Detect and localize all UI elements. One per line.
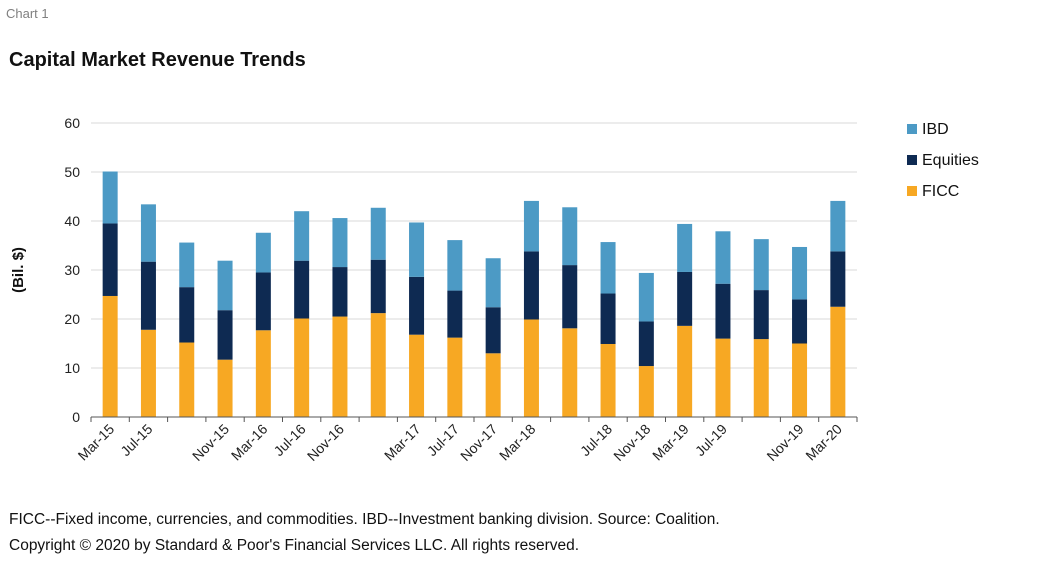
y-tick-label: 50 [64, 164, 80, 180]
bar-ficc [409, 334, 425, 417]
bar-equities [638, 321, 654, 367]
bar-ficc [792, 343, 808, 417]
bar-ibd [830, 200, 846, 252]
legend-label-ibd: IBD [922, 121, 949, 138]
bar-ficc [638, 366, 654, 417]
x-tick-label: Nov-15 [189, 421, 232, 464]
bar-ibd [140, 204, 156, 262]
bar-ficc [102, 295, 118, 417]
bar-ibd [370, 207, 386, 260]
x-tick-label: Nov-18 [610, 421, 653, 464]
bar-ibd [447, 240, 463, 291]
bar-equities [409, 276, 425, 335]
bar-ibd [600, 242, 616, 294]
bar-ficc [562, 328, 578, 417]
x-tick-label: Mar-19 [649, 421, 692, 464]
x-tick-label: Mar-15 [75, 421, 118, 464]
bar-ficc [600, 343, 616, 417]
bar-ficc [753, 339, 769, 417]
bar-equities [447, 290, 463, 338]
bar-ibd [332, 218, 348, 268]
bar-ibd [179, 242, 195, 288]
x-tick-label: Mar-18 [496, 421, 539, 464]
legend-swatch-equities [907, 155, 917, 165]
bar-equities [217, 310, 233, 360]
x-tick-label: Nov-17 [457, 421, 500, 464]
footnote-definitions: FICC--Fixed income, currencies, and comm… [9, 511, 720, 528]
bar-ibd [255, 232, 271, 273]
bar-equities [562, 265, 578, 329]
bar-equities [830, 251, 846, 307]
bar-equities [715, 283, 731, 339]
bar-equities [294, 260, 310, 319]
x-tick-label: Mar-16 [228, 421, 271, 464]
y-tick-label: 40 [64, 213, 80, 229]
bar-ficc [485, 353, 501, 417]
bar-ibd [217, 260, 233, 311]
legend-swatch-ficc [907, 186, 917, 196]
y-tick-label: 0 [72, 409, 80, 425]
bar-ibd [523, 200, 539, 252]
bar-ficc [523, 319, 539, 417]
bars [102, 171, 846, 417]
y-tick-label: 20 [64, 311, 80, 327]
bar-ibd [792, 246, 808, 300]
bar-ficc [294, 318, 310, 417]
x-tick-label: Nov-19 [763, 421, 806, 464]
bar-ficc [140, 329, 156, 417]
bar-ficc [179, 342, 195, 417]
bar-ibd [102, 171, 118, 224]
bar-equities [753, 290, 769, 340]
bar-equities [255, 272, 271, 331]
x-tick-label: Nov-16 [304, 421, 347, 464]
bar-ficc [332, 316, 348, 417]
chart-kicker: Chart 1 [6, 6, 49, 21]
bar-equities [370, 259, 386, 314]
gridlines [91, 122, 857, 369]
bar-equities [523, 251, 539, 320]
y-tick-label: 60 [64, 115, 80, 131]
bar-equities [179, 287, 195, 343]
y-axis-label: (Bil. $) [10, 247, 27, 293]
bar-equities [677, 271, 693, 326]
x-tick-label: Mar-17 [381, 421, 424, 464]
legend-label-equities: Equities [922, 152, 979, 169]
bar-ficc [217, 359, 233, 417]
y-tick-label: 10 [64, 360, 80, 376]
bar-ibd [638, 272, 654, 322]
bar-ibd [409, 222, 425, 277]
stacked-bar-chart: 0 10 20 30 40 50 60 (Bil. $) Mar-15 Jul-15 Nov-1… [10, 115, 979, 464]
bar-ficc [255, 330, 271, 417]
bar-ibd [715, 231, 731, 284]
legend-swatch-ibd [907, 124, 917, 134]
bar-equities [102, 223, 118, 296]
bar-ibd [677, 223, 693, 272]
legend: IBD Equities FICC [907, 121, 979, 200]
bar-ficc [447, 337, 463, 417]
bar-ficc [677, 325, 693, 417]
x-tick-label: Jul-15 [117, 421, 155, 459]
bar-ibd [485, 258, 501, 308]
y-axis-ticks: 0 10 20 30 40 50 60 [64, 115, 80, 425]
x-tick-label: Jul-19 [692, 421, 730, 459]
bar-equities [485, 307, 501, 354]
bar-equities [140, 261, 156, 330]
legend-label-ficc: FICC [922, 183, 959, 200]
bar-ibd [294, 211, 310, 261]
bar-ibd [753, 239, 769, 291]
bar-equities [600, 293, 616, 344]
bar-equities [332, 267, 348, 317]
bar-ficc [370, 313, 386, 417]
y-tick-label: 30 [64, 262, 80, 278]
bar-ficc [715, 338, 731, 417]
bar-equities [792, 299, 808, 344]
chart-title: Capital Market Revenue Trends [9, 49, 306, 71]
bar-ibd [562, 207, 578, 266]
bar-ficc [830, 306, 846, 417]
footnote-copyright: Copyright © 2020 by Standard & Poor's Fi… [9, 537, 580, 554]
x-tick-label: Mar-20 [802, 421, 845, 464]
